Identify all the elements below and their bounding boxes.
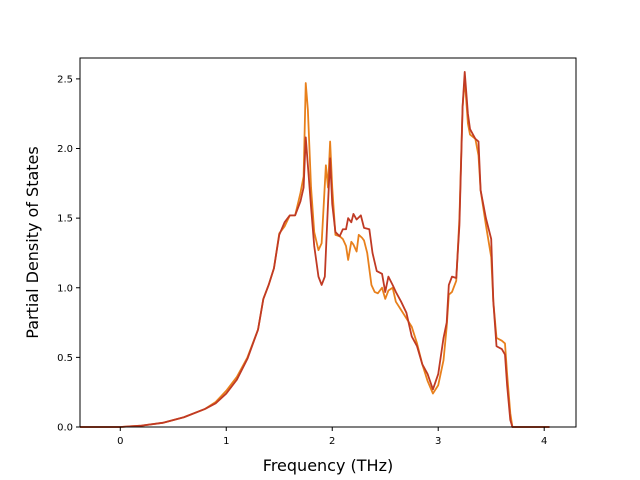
x-axis-label: Frequency (THz) — [263, 456, 393, 475]
y-tick-label: 2.5 — [57, 74, 73, 85]
series-line-2 — [80, 71, 550, 428]
axes-frame — [79, 57, 577, 428]
y-axis-label: Partial Density of States — [23, 146, 42, 338]
ticks-layer: 0 1 2 3 4 0.0 0.5 1.0 1.5 2.0 2.5 — [57, 74, 547, 447]
y-tick-label: 1.5 — [57, 214, 73, 225]
x-tick-label: 4 — [541, 436, 547, 447]
series-layer — [80, 71, 550, 428]
y-tick-label: 1.0 — [57, 283, 73, 294]
y-tick-label: 0.5 — [57, 353, 73, 364]
x-tick-label: 0 — [117, 436, 123, 447]
y-tick-label: 0.0 — [57, 423, 73, 434]
x-tick-label: 1 — [223, 436, 229, 447]
x-tick-label: 3 — [435, 436, 441, 447]
y-tick-label: 2.0 — [57, 144, 73, 155]
x-tick-label: 2 — [329, 436, 335, 447]
